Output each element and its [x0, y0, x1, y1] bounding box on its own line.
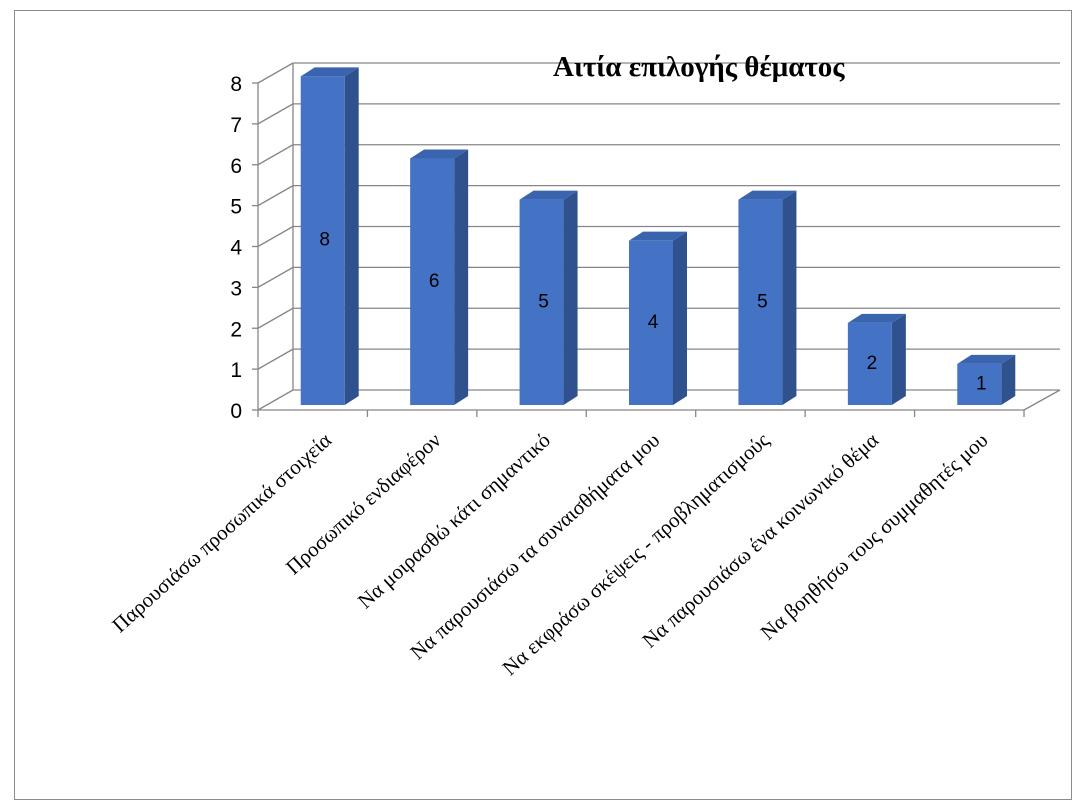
- y-tick-label: 7: [230, 114, 242, 137]
- y-tick-label: 5: [230, 196, 242, 219]
- bar-front: [957, 363, 1002, 405]
- bar-front: [519, 199, 564, 405]
- data-label: 6: [429, 271, 440, 292]
- data-label: 5: [757, 291, 768, 312]
- gridline-side: [257, 62, 294, 84]
- bar-side: [1001, 354, 1016, 405]
- y-tick-label: 2: [230, 318, 242, 341]
- chart-title: Αιτία επιλογής θέματος: [553, 51, 845, 83]
- bar-3: [519, 190, 578, 405]
- category-label: Να μοιρασθώ κάτι σημαντικό: [353, 428, 555, 613]
- y-tick-label: 4: [230, 237, 242, 260]
- bar-side: [782, 190, 797, 405]
- y-tick-label: 6: [230, 155, 242, 178]
- gridline-side: [257, 307, 294, 329]
- gridline-side: [257, 225, 294, 248]
- bar-front: [300, 76, 345, 406]
- bar-side: [344, 67, 359, 406]
- bars: [300, 67, 1016, 406]
- y-tick-label: 3: [230, 277, 242, 300]
- bar-2: [410, 149, 469, 405]
- bar-front: [410, 158, 455, 405]
- bar-6: [847, 313, 906, 405]
- bar-top: [957, 354, 1016, 364]
- bar-front: [629, 240, 673, 405]
- bar-5: [738, 190, 797, 405]
- bar-4: [629, 231, 687, 405]
- bar-top: [410, 149, 469, 159]
- data-label: 8: [319, 230, 330, 251]
- gridline-side: [257, 185, 294, 207]
- bar-7: [957, 354, 1016, 405]
- bar-top: [847, 313, 906, 323]
- gridline-side: [257, 389, 294, 411]
- gridline-side: [257, 266, 294, 288]
- category-label: Να παρουσιάσω ένα κοινωνικό θέμα: [637, 428, 883, 653]
- bar-side: [891, 313, 906, 405]
- bar-top: [629, 231, 687, 241]
- bar-1: [300, 67, 359, 406]
- bar-front: [738, 199, 783, 405]
- y-tick-label: 1: [230, 359, 242, 382]
- bar-side: [563, 190, 578, 405]
- bar-side: [454, 149, 469, 405]
- bar-top: [300, 67, 359, 77]
- bar-side: [673, 231, 687, 405]
- data-label: 1: [976, 373, 987, 394]
- gridline-side: [257, 103, 294, 125]
- gridline-side: [257, 348, 294, 370]
- data-label: 5: [538, 291, 549, 312]
- floor-edge: [1023, 389, 1061, 411]
- axes: [252, 82, 1061, 417]
- data-label: 2: [867, 353, 878, 374]
- bar-top: [738, 190, 797, 200]
- category-label: Παρουσιάσω προσωπικά στοιχεία: [107, 428, 336, 637]
- bar-front: [847, 322, 892, 405]
- y-tick-label: 8: [230, 73, 242, 96]
- bar-top: [519, 190, 578, 200]
- y-tick-label: 0: [230, 400, 242, 423]
- data-label: 4: [648, 312, 659, 333]
- gridline-side: [257, 144, 294, 166]
- category-label: Να βοηθήσω τους συμμαθητές μου: [756, 428, 993, 645]
